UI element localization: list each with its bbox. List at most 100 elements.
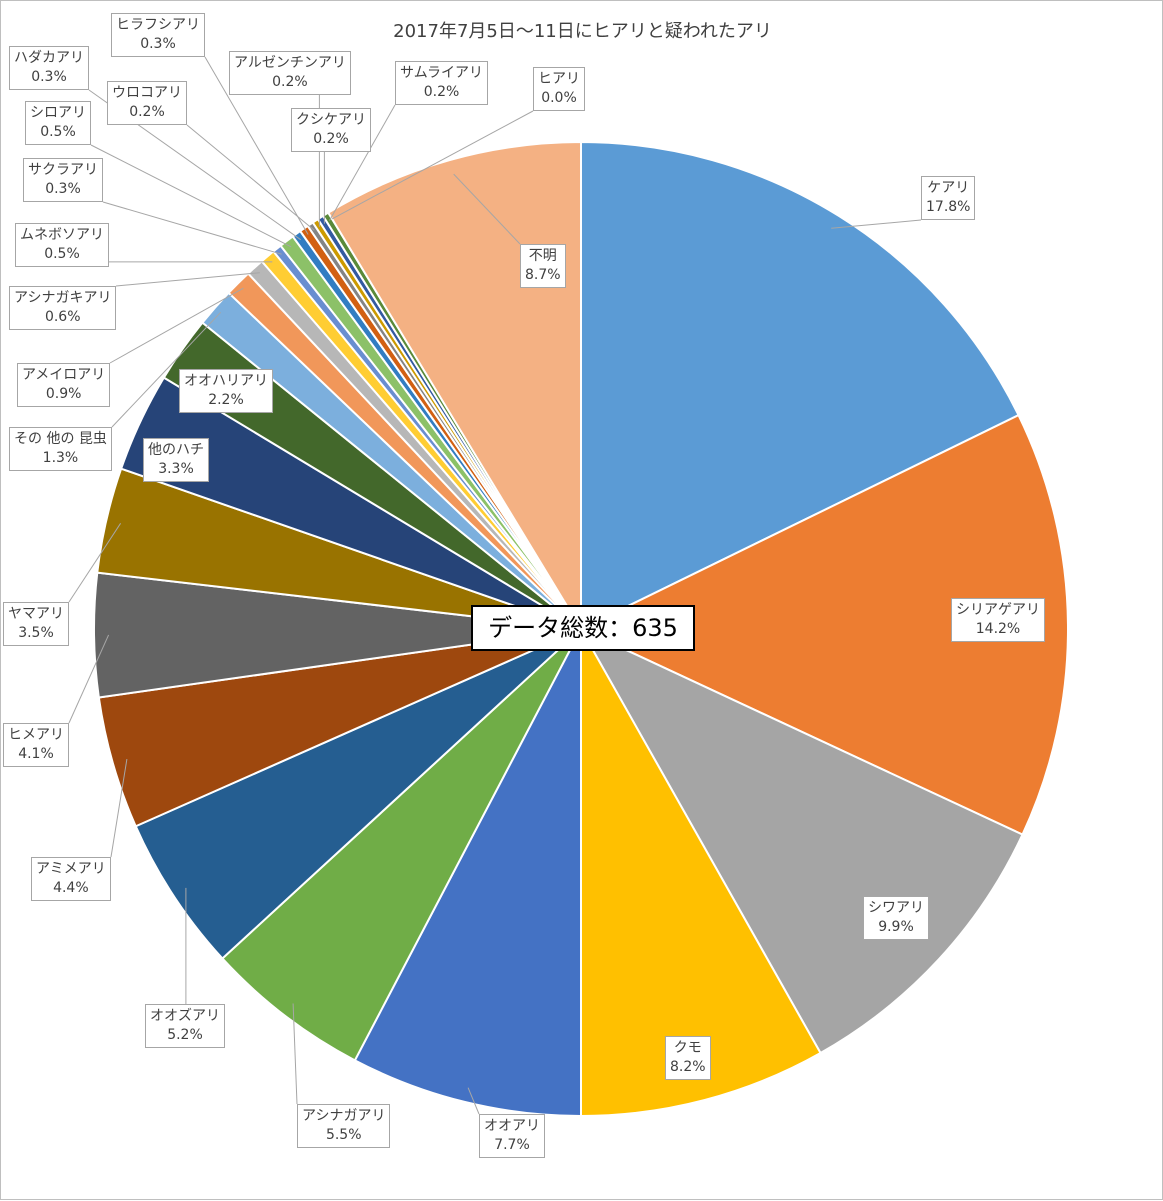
- slice-label: サクラアリ 0.3%: [23, 158, 103, 202]
- leader-line: [110, 759, 128, 858]
- slice-label: サムライアリ 0.2%: [395, 61, 489, 105]
- slice-label-value: 0.2%: [423, 84, 460, 100]
- leader-line: [467, 1087, 480, 1115]
- slice-label: ヒラフシアリ 0.3%: [111, 13, 205, 57]
- slice-label-value: 0.5%: [40, 124, 76, 140]
- slice-label: オオアリ 7.7%: [479, 1114, 545, 1158]
- slice-label: 他のハチ 3.3%: [143, 438, 209, 482]
- pie-slice: [134, 628, 582, 960]
- pie-slice: [580, 140, 1020, 631]
- slice-label-value: 1.3%: [42, 450, 79, 466]
- slice-label-value: 0.6%: [44, 309, 81, 325]
- leader-line: [115, 272, 260, 287]
- slice-label: アメイロアリ 0.9%: [17, 363, 111, 407]
- slice-label-name: サムライアリ: [400, 65, 484, 81]
- chart-title: 2017年7月5日～11日にヒアリと疑われたアリ: [393, 21, 772, 42]
- slice-label: クモ 8.2%: [665, 1036, 711, 1080]
- slice-label: シロアリ 0.5%: [25, 101, 91, 145]
- slice-label: ヤマアリ 3.5%: [3, 602, 69, 646]
- slice-label-name: ケアリ: [927, 180, 970, 196]
- slice-label-name: シリアゲアリ: [956, 602, 1040, 618]
- leader-line: [186, 124, 315, 231]
- slice-label-name: アルゼンチンアリ: [234, 55, 346, 71]
- slice-label: シワアリ 9.9%: [863, 896, 929, 940]
- leader-line: [831, 219, 922, 229]
- slice-label-value: 2.2%: [208, 392, 244, 408]
- slice-label-name: アミメアリ: [36, 861, 106, 877]
- slice-label-value: 0.3%: [31, 69, 67, 85]
- slice-label-name: ヒラフシアリ: [116, 17, 200, 33]
- slice-label: アミメアリ 4.4%: [31, 857, 111, 901]
- slice-label-value: 8.7%: [525, 267, 561, 283]
- slice-label: ケアリ 17.8%: [921, 176, 976, 220]
- slice-label-name: オオハリアリ: [184, 373, 268, 389]
- slice-label-name: ウロコアリ: [112, 85, 182, 101]
- slice-label: アシナガキアリ 0.6%: [9, 286, 117, 330]
- slice-label-value: 0.2%: [272, 74, 308, 90]
- slice-label-value: 0.5%: [44, 246, 80, 262]
- leader-line: [453, 173, 521, 245]
- slice-label-value: 8.2%: [670, 1059, 706, 1075]
- slice-label: シリアゲアリ 14.2%: [951, 598, 1045, 642]
- pie-slice: [220, 628, 582, 1062]
- slice-label-name: サクラアリ: [28, 162, 98, 178]
- slice-label-value: 0.3%: [140, 36, 176, 52]
- slice-label-name: ヒアリ: [538, 71, 580, 87]
- slice-label-value: 7.7%: [494, 1137, 530, 1153]
- slice-label-name: シワアリ: [868, 900, 924, 916]
- leader-line: [68, 523, 122, 603]
- slice-label-name: 不明: [528, 248, 557, 264]
- total-count-box: データ総数：635: [471, 605, 695, 651]
- slice-label-name: ヒメアリ: [8, 727, 64, 743]
- slice-label: オオハリアリ 2.2%: [179, 369, 273, 413]
- slice-label-value: 4.1%: [18, 746, 54, 762]
- slice-label-name: シロアリ: [30, 105, 86, 121]
- slice-label-name: オオアリ: [484, 1118, 540, 1134]
- pie-slice: [580, 625, 822, 1118]
- slice-label-name: アメイロアリ: [22, 367, 106, 383]
- slice-label: ムネボソアリ 0.5%: [15, 223, 109, 267]
- slice-label-value: 0.2%: [313, 131, 349, 147]
- leader-line: [204, 56, 309, 235]
- pie-slice: [353, 628, 582, 1118]
- slice-label-name: 他のハチ: [148, 442, 204, 458]
- slice-label: ヒメアリ 4.1%: [3, 723, 69, 767]
- slice-label: オオズアリ 5.2%: [145, 1004, 225, 1048]
- slice-label-name: オオズアリ: [150, 1008, 220, 1024]
- slice-label-name: クシケアリ: [296, 112, 366, 128]
- slice-label-value: 4.4%: [53, 880, 89, 896]
- leader-line: [329, 104, 396, 221]
- slice-label-name: ムネボソアリ: [20, 227, 104, 243]
- slice-label-value: 14.2%: [975, 621, 1021, 637]
- pie-slice: [326, 140, 582, 633]
- slice-label-value: 0.3%: [45, 181, 81, 197]
- slice-label: ウロコアリ 0.2%: [107, 81, 187, 125]
- leader-line: [102, 201, 282, 255]
- leader-line: [90, 144, 292, 248]
- slice-label: ヒアリ 0.0%: [533, 67, 585, 111]
- slice-label-value: 3.3%: [158, 461, 194, 477]
- leader-line: [331, 110, 534, 220]
- leader-line: [68, 634, 110, 724]
- leader-line: [292, 1003, 298, 1105]
- slice-label-value: 0.0%: [541, 90, 577, 106]
- slice-label: 不明 8.7%: [520, 244, 566, 288]
- slice-label-value: 5.2%: [167, 1027, 203, 1043]
- slice-label: ハダカアリ 0.3%: [9, 46, 89, 90]
- slice-label-name: ヤマアリ: [8, 606, 64, 622]
- slice-label-value: 0.2%: [129, 104, 165, 120]
- pie-slice: [578, 413, 1069, 836]
- slice-label: アルゼンチンアリ 0.2%: [229, 51, 351, 95]
- slice-label-value: 3.5%: [18, 625, 54, 641]
- slice-label-name: アシナガキアリ: [14, 290, 112, 306]
- slice-label-name: クモ: [673, 1040, 702, 1056]
- slice-label-value: 9.9%: [878, 919, 914, 935]
- leader-line: [111, 311, 222, 428]
- slice-label-value: 5.5%: [325, 1127, 362, 1143]
- slice-label-name: ハダカアリ: [14, 50, 84, 66]
- slice-label-name: その 他の 昆虫: [14, 431, 107, 447]
- slice-label-value: 17.8%: [926, 199, 971, 215]
- slice-label-name: アシナガアリ: [302, 1108, 386, 1124]
